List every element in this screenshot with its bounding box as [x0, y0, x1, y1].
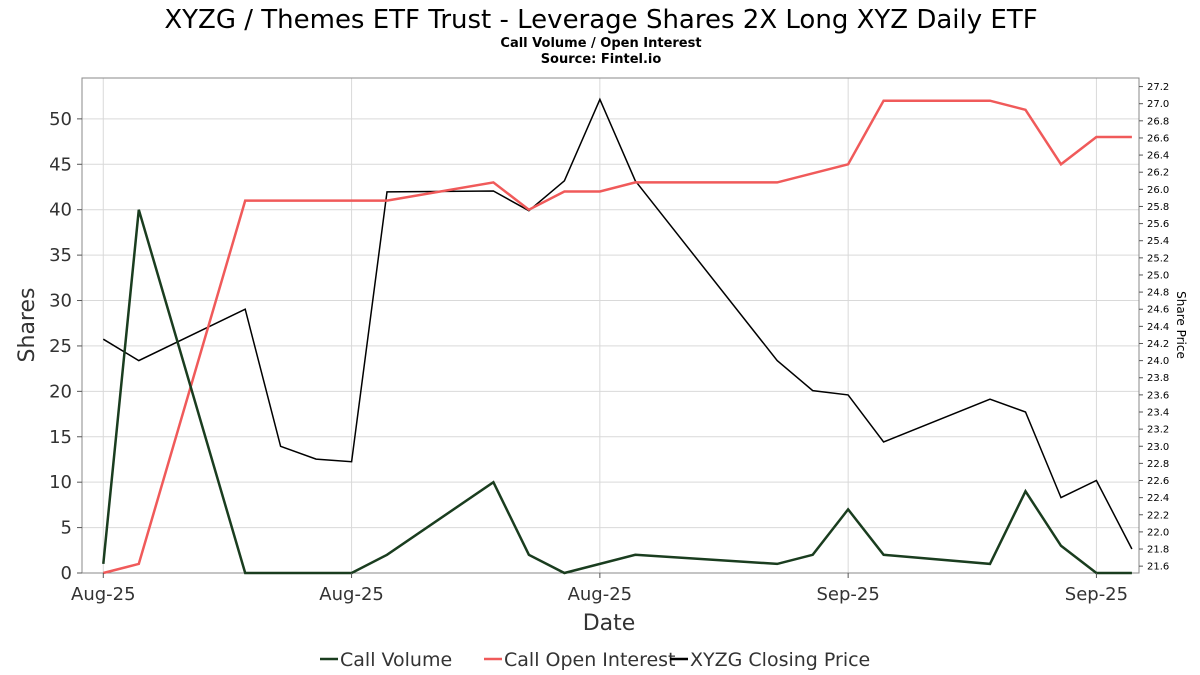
y2-tick-label: 26.2 [1147, 168, 1169, 179]
x-tick-label: Sep-25 [816, 584, 879, 605]
chart-title: XYZG / Themes ETF Trust - Leverage Share… [164, 5, 1037, 35]
y-tick-label: 10 [49, 472, 72, 493]
y-tick-label: 40 [49, 200, 72, 221]
y2-tick-label: 27.0 [1147, 99, 1169, 110]
y-tick-label: 20 [49, 381, 72, 402]
y-axis-label: Shares [15, 288, 40, 363]
legend: Call Volume Call Open Interest XYZG Closin… [320, 649, 870, 671]
y2-tick-label: 23.8 [1147, 373, 1169, 384]
y-tick-label: 25 [49, 336, 72, 357]
y2-tick-label: 25.6 [1147, 219, 1169, 230]
y2-tick-label: 26.6 [1147, 133, 1169, 144]
x-axis: Aug-25 Aug-25 Aug-25 Sep-25 Sep-25 [71, 573, 1128, 605]
y2-tick-label: 25.4 [1147, 236, 1169, 247]
y2-tick-label: 22.6 [1147, 476, 1169, 487]
x-tick-label: Aug-25 [568, 584, 633, 605]
y-tick-label: 50 [49, 109, 72, 130]
y2-tick-label: 23.0 [1147, 442, 1169, 453]
y2-tick-label: 24.6 [1147, 305, 1169, 316]
left-axis: 0 5 10 15 20 25 30 35 40 45 50 [49, 109, 82, 584]
y2-tick-label: 23.2 [1147, 425, 1169, 436]
y2-tick-label: 24.8 [1147, 288, 1169, 299]
series-line-call-volume [102, 209, 1132, 575]
chart-subtitle: Call Volume / Open Interest [500, 36, 701, 51]
y2-tick-label: 22.4 [1147, 493, 1169, 504]
y2-tick-label: 26.4 [1147, 151, 1169, 162]
x-tick-label: Sep-25 [1065, 584, 1128, 605]
y2-tick-label: 23.4 [1147, 407, 1169, 418]
y2-axis-label: Share Price [1174, 291, 1188, 359]
x-tick-label: Aug-25 [319, 584, 384, 605]
x-axis-label: Date [583, 611, 636, 636]
y-tick-label: 15 [49, 427, 72, 448]
right-axis: 21.6 21.8 22.0 22.2 22.4 22.6 22.8 23.0 23.2 23.4… [1139, 82, 1169, 573]
y-tick-label: 0 [61, 563, 72, 584]
y2-tick-label: 22.2 [1147, 510, 1169, 521]
y2-tick-label: 22.0 [1147, 527, 1169, 538]
y-tick-label: 5 [61, 518, 72, 539]
y-tick-label: 30 [49, 291, 72, 312]
x-tick-label: Aug-25 [71, 584, 136, 605]
legend-label: Call Open Interest [504, 649, 676, 671]
y2-tick-label: 25.8 [1147, 202, 1169, 213]
y2-tick-label: 21.8 [1147, 545, 1169, 556]
y2-tick-label: 26.8 [1147, 116, 1169, 127]
y2-tick-label: 22.8 [1147, 459, 1169, 470]
series-line-xyzg-closing-price [102, 97, 1133, 550]
y2-tick-label: 25.2 [1147, 253, 1169, 264]
legend-label: XYZG Closing Price [690, 649, 870, 671]
y2-tick-label: 21.6 [1147, 562, 1169, 573]
y-tick-label: 45 [49, 154, 72, 175]
series-layer [102, 97, 1133, 575]
y2-tick-label: 25.0 [1147, 270, 1169, 281]
y2-tick-label: 24.0 [1147, 356, 1169, 367]
legend-label: Call Volume [340, 649, 452, 671]
y-tick-label: 35 [49, 245, 72, 266]
grid [82, 78, 1139, 574]
y2-tick-label: 24.4 [1147, 322, 1169, 333]
y2-tick-label: 24.2 [1147, 339, 1169, 350]
chart-source: Source: Fintel.io [541, 52, 662, 67]
series-line-call-open-interest [102, 99, 1132, 575]
y2-tick-label: 26.0 [1147, 185, 1169, 196]
y2-tick-label: 27.2 [1147, 82, 1169, 93]
y2-tick-label: 23.6 [1147, 390, 1169, 401]
plot-area-border [81, 77, 1140, 574]
